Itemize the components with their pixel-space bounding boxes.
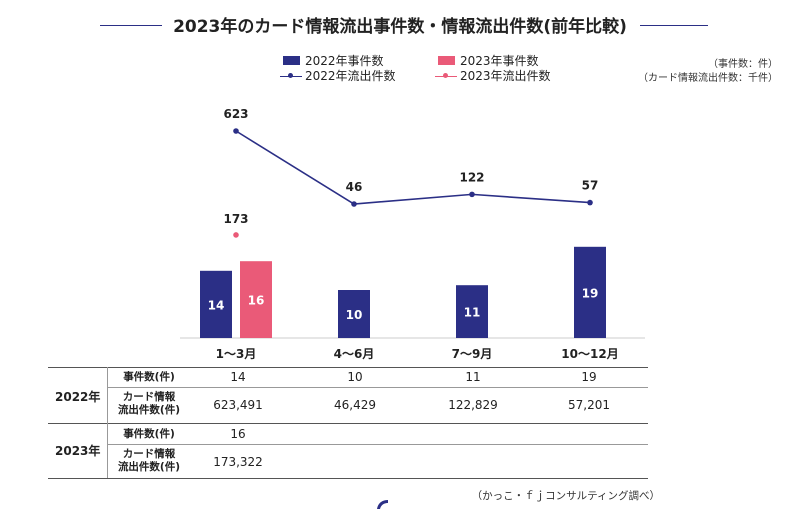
units-note-leaks: （カード情報流出件数：千件） <box>638 73 778 84</box>
line-label-2022: 57 <box>582 179 599 193</box>
table-label-leak-line1: カード情報 <box>122 448 176 460</box>
units-note: （事件数：件） （カード情報流出件数：千件） <box>638 58 778 86</box>
table-rule-bottom <box>48 478 648 479</box>
line-2022 <box>235 130 591 205</box>
table-cell: 11 <box>465 370 481 384</box>
table-rule-vertical <box>107 367 108 478</box>
legend-swatch-pink <box>438 56 455 65</box>
legend-item-line-2022: 2022年流出件数 <box>280 67 396 84</box>
table-cell: 173,322 <box>213 455 263 469</box>
legend-line-symbol-2023 <box>435 71 457 81</box>
table-cell: 10 <box>347 370 363 384</box>
table-year-2022: 2022年 <box>55 390 101 404</box>
line-label-2022: 122 <box>459 170 484 184</box>
chart-title: 2023年のカード情報流出事件数・情報流出件数(前年比較) <box>173 17 627 37</box>
units-note-cases: （事件数：件） <box>708 59 778 70</box>
bar-2022 <box>338 290 370 338</box>
table-label-leak-line1: カード情報 <box>122 391 176 403</box>
chart-title-area: 2023年のカード情報流出事件数・情報流出件数(前年比較) <box>0 10 800 40</box>
logo-mark-icon <box>377 500 388 509</box>
table-rule-top <box>48 367 648 368</box>
bar-2022 <box>200 270 232 338</box>
legend-item-bar-2022: 2022年事件数 <box>283 52 384 69</box>
bar-label-2022: 10 <box>346 308 363 322</box>
legend-line-symbol-2022 <box>280 71 302 81</box>
x-tick-label: 1〜3月 <box>216 347 257 361</box>
line-label-2022: 623 <box>223 107 248 121</box>
source-note: （かっこ・ｆｊコンサルティング調べ） <box>471 490 660 502</box>
line-point-2022 <box>233 128 239 134</box>
line-label-2023: 173 <box>223 212 248 226</box>
x-tick-label: 4〜6月 <box>334 347 375 361</box>
table-rule-2022-mid <box>107 387 648 388</box>
bar-2022 <box>574 246 606 338</box>
line-point-2023 <box>233 232 239 238</box>
table-label-cases-2022: 事件数(件) <box>123 371 175 383</box>
table-cell: 623,491 <box>213 398 263 412</box>
table-rule-2022-bottom <box>48 423 648 424</box>
table-cell: 16 <box>230 427 246 441</box>
legend-label-bar-2023: 2023年事件数 <box>460 54 539 68</box>
bar-2022 <box>456 285 488 338</box>
bar-label-2022: 11 <box>464 306 481 320</box>
title-rule-right <box>640 25 708 26</box>
table-cell: 122,829 <box>448 398 498 412</box>
line-point-2022 <box>587 199 593 206</box>
table-cell: 57,201 <box>568 398 610 412</box>
title-rule-left <box>100 25 162 26</box>
x-tick-label: 10〜12月 <box>561 347 618 361</box>
table-label-leak-line2: 流出件数(件) <box>117 404 181 416</box>
x-tick-label: 7〜9月 <box>452 347 493 361</box>
bar-label-2023: 16 <box>248 294 265 308</box>
legend-label-line-2022: 2022年流出件数 <box>305 69 396 83</box>
table-label-leak-line2: 流出件数(件) <box>117 461 181 473</box>
table-rule-2023-mid <box>107 444 648 445</box>
table-cell: 14 <box>230 370 246 384</box>
legend-label-bar-2022: 2022年事件数 <box>305 54 384 68</box>
legend-item-bar-2023: 2023年事件数 <box>438 52 539 69</box>
bar-label-2022: 14 <box>208 298 225 312</box>
legend-swatch-navy <box>283 56 300 65</box>
legend-item-line-2023: 2023年流出件数 <box>435 67 551 84</box>
line-label-2022: 46 <box>346 180 363 194</box>
legend-label-line-2023: 2023年流出件数 <box>460 69 551 83</box>
table-year-2023: 2023年 <box>55 444 101 458</box>
table-cell: 19 <box>581 370 597 384</box>
bar-label-2022: 19 <box>582 286 599 300</box>
line-point-2022 <box>351 201 357 207</box>
bar-2023 <box>240 261 272 338</box>
line-point-2022 <box>469 191 475 198</box>
table-label-cases-2023: 事件数(件) <box>123 428 175 440</box>
table-cell: 46,429 <box>334 398 376 412</box>
table-label-leak-2022: カード情報 流出件数(件) <box>108 391 190 417</box>
table-label-leak-2023: カード情報 流出件数(件) <box>108 448 190 474</box>
